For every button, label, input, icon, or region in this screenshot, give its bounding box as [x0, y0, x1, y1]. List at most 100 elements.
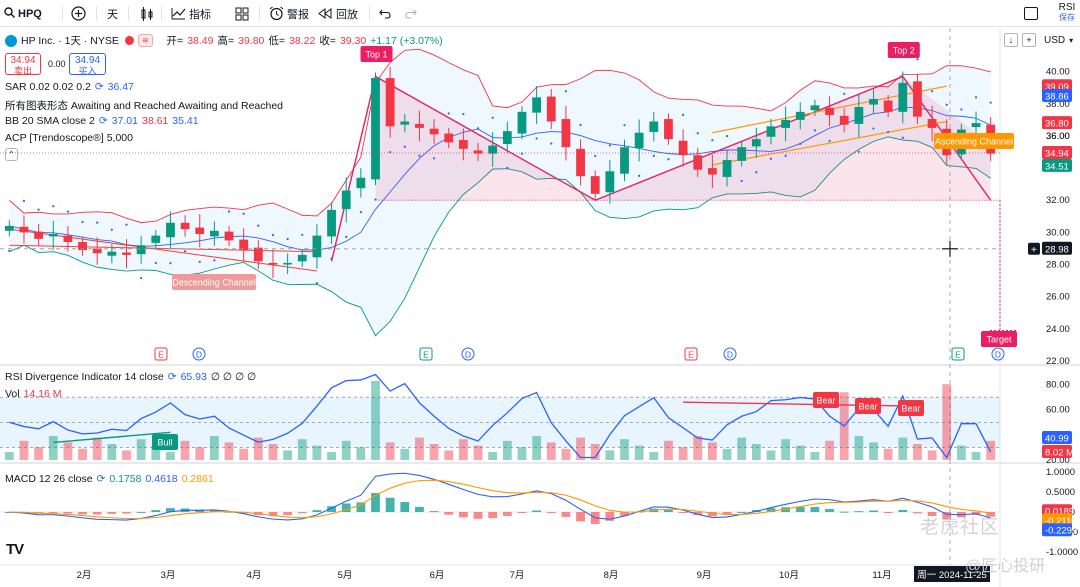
chart-type-button[interactable] — [140, 0, 154, 27]
time-tick-label: 6月 — [430, 570, 445, 581]
price-tick-label: 36.00 — [1046, 131, 1070, 142]
add-symbol-button[interactable] — [71, 0, 86, 27]
bb-settings-icon[interactable]: ⟳ — [98, 115, 108, 127]
candle-body — [253, 247, 263, 262]
volume-bar — [415, 437, 424, 460]
candle — [122, 239, 131, 269]
candle-body — [678, 140, 688, 156]
badge-crosshair: 28.98 — [1042, 241, 1072, 255]
volume-bar — [122, 450, 131, 460]
sar-dot — [696, 132, 699, 135]
macd-tick-label: -1.0000 — [1046, 547, 1078, 558]
candle — [385, 66, 395, 138]
sar-dot — [535, 137, 538, 140]
badge-current-price: 34.94 — [1042, 145, 1072, 159]
layouts-button[interactable] — [235, 0, 249, 27]
candle — [869, 89, 878, 115]
candle-body — [122, 252, 131, 255]
replay-button[interactable]: 回放 — [318, 0, 358, 27]
rsi-legend[interactable]: RSI Divergence Indicator 14 close ⟳ 65.9… — [5, 371, 256, 383]
ascending-channel-label-text: Ascending Channel — [935, 137, 1013, 147]
tradingview-logo[interactable]: TV — [6, 541, 24, 558]
macd-hist-bar — [92, 512, 102, 515]
badge-macd-line: -0.2299 — [1042, 523, 1077, 537]
badge-bb-lower: 34.51 — [1042, 158, 1072, 172]
replay-icon — [318, 8, 332, 19]
sell-button[interactable]: 34.94 卖出 — [5, 53, 41, 76]
candles-icon — [141, 6, 153, 21]
bb-legend[interactable]: BB 20 SMA close 2 ⟳ 37.01 38.61 35.41 — [5, 115, 199, 127]
sar-dot — [432, 157, 436, 160]
acp-legend[interactable]: ACP [Trendoscope®] 5,000 — [5, 132, 133, 144]
sar-dot — [989, 101, 992, 104]
volume-bar — [942, 384, 952, 460]
candle-body — [371, 78, 380, 180]
candle-body — [458, 139, 468, 149]
redo-button[interactable] — [405, 0, 417, 27]
badge-macd-signal-text: -0.2110 — [1045, 516, 1077, 527]
candle-body — [634, 132, 644, 149]
chevron-down-icon[interactable]: ▾ — [1069, 35, 1074, 45]
plus-circle-icon — [71, 6, 86, 21]
save-layout-button[interactable]: RSI 保存 — [1056, 3, 1078, 23]
chevron-up-icon: ⌃ — [5, 148, 18, 161]
candle-body — [78, 242, 87, 251]
volume-bar — [136, 439, 146, 460]
symbol-search[interactable]: HPQ — [4, 0, 42, 27]
vol-legend[interactable]: Vol 14.16 M — [5, 388, 62, 400]
macd-hist-bar — [810, 506, 820, 512]
eye-toggle-icon[interactable]: ≋ — [137, 34, 153, 47]
fullscreen-button[interactable] — [1024, 7, 1038, 20]
volume-bar — [883, 448, 893, 460]
plus-icon[interactable]: + — [1022, 33, 1036, 47]
sar-dot — [359, 211, 362, 214]
macd-line — [9, 472, 991, 521]
buy-button[interactable]: 34.94 买入 — [69, 53, 106, 76]
sar-legend[interactable]: SAR 0.02 0.02 0.2 ⟳ 36.47 — [5, 81, 134, 93]
volume-bar — [737, 437, 747, 460]
flag-icon[interactable] — [124, 36, 134, 45]
macd-settings-icon[interactable]: ⟳ — [96, 473, 106, 485]
alert-button[interactable]: 警报 — [269, 0, 309, 27]
candle-body — [869, 98, 878, 105]
sar-dot — [667, 158, 670, 161]
earnings-icon — [419, 347, 433, 361]
sar-dot — [154, 261, 157, 265]
patterns-legend[interactable]: 所有图表形态 Awaiting and Reached Awaiting and… — [5, 98, 283, 113]
time-tick-label: 10月 — [779, 570, 799, 581]
settings-cycle-icon[interactable]: ⟳ — [94, 81, 104, 93]
arrow-down-icon[interactable]: ↓ — [1004, 33, 1018, 47]
candle — [634, 119, 644, 162]
interval-button[interactable]: 天 — [107, 0, 118, 27]
candle-body — [488, 145, 498, 154]
macd-hist-bar — [151, 510, 161, 512]
macd-legend[interactable]: MACD 12 26 close ⟳ 0.1758 0.4618 0.2861 — [5, 473, 214, 485]
indicators-button[interactable]: 指标 — [171, 0, 211, 27]
time-tick-label: 5月 — [338, 570, 353, 581]
volume-bar — [253, 437, 263, 460]
chart-legend: HP Inc. · 1天 · NYSE ≋ 开= 38.49 高= 39.80 低=… — [0, 29, 1000, 149]
macd-hist-bar — [722, 512, 732, 515]
undo-button[interactable] — [379, 0, 391, 27]
macd-hist-bar — [63, 512, 73, 514]
bb-upper-line — [9, 48, 991, 224]
badge-bb-upper: 36.80 — [1042, 116, 1072, 130]
volume-bar — [488, 452, 498, 460]
candle-body — [971, 123, 981, 128]
time-tick-label: 7月 — [510, 570, 525, 581]
rsi-settings-icon[interactable]: ⟳ — [167, 371, 177, 383]
currency-selector[interactable]: USD — [1044, 34, 1066, 46]
candle-body — [224, 231, 234, 241]
sar-dot — [110, 228, 113, 231]
candle — [48, 220, 58, 250]
volume-bar — [444, 450, 454, 460]
macd-hist-value: 0.1758 — [109, 473, 142, 485]
sar-dot — [550, 142, 553, 145]
bear-label-bg — [898, 400, 924, 416]
sar-dot — [271, 234, 275, 237]
indicators-icon — [171, 8, 186, 20]
macd-hist-bar — [429, 511, 439, 513]
price-tick-label: 38.00 — [1046, 99, 1070, 110]
collapse-legend-button[interactable]: ⌃ — [5, 148, 18, 161]
